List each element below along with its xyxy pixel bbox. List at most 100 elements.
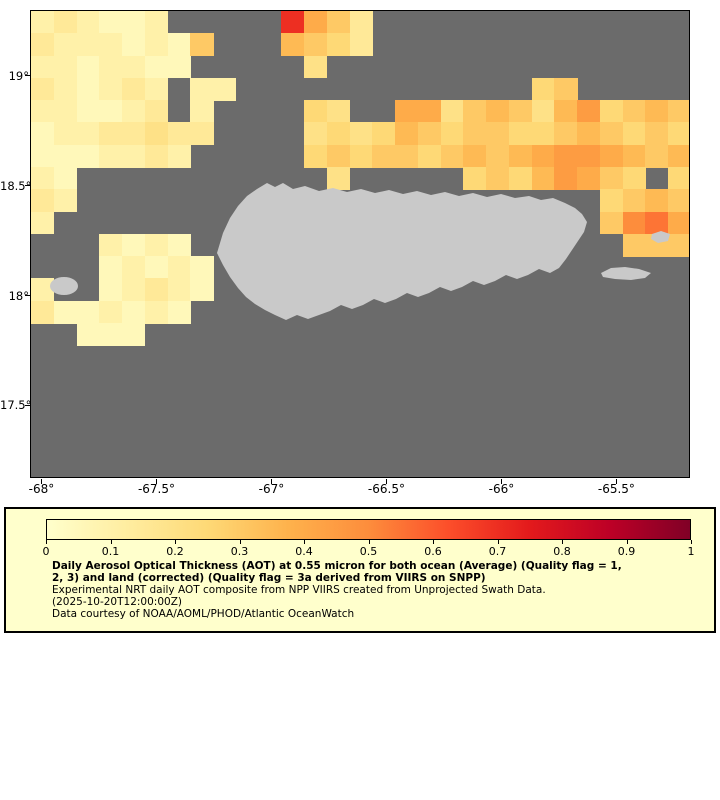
aot-grid-cell — [349, 144, 373, 168]
aot-grid-cell — [463, 144, 487, 168]
aot-grid-cell — [326, 144, 351, 168]
aot-grid-cell — [122, 122, 146, 146]
colorbar-tick-label: 0.9 — [617, 545, 636, 558]
colorbar-tick — [433, 540, 434, 544]
y-axis-tick-label: 18° — [8, 288, 29, 303]
aot-grid-cell — [76, 323, 100, 346]
y-axis-tick-label: 18.5° — [0, 178, 32, 193]
aot-grid-cell — [31, 55, 55, 79]
aot-grid-cell — [99, 233, 123, 257]
aot-grid-cell — [53, 100, 78, 124]
aot-grid-cell — [395, 122, 419, 146]
colorbar-tick-label: 0.5 — [359, 545, 378, 558]
aot-grid-cell — [622, 144, 647, 168]
aot-grid-cell — [304, 100, 328, 124]
aot-grid-cell — [99, 55, 123, 79]
x-axis-tick — [155, 479, 157, 484]
aot-grid-cell — [190, 33, 214, 57]
aot-grid-cell — [99, 144, 123, 168]
aot-grid-cell — [486, 167, 510, 190]
aot-grid-cell — [144, 278, 169, 302]
aot-grid-cell — [668, 211, 689, 235]
aot-grid-cell — [599, 211, 624, 235]
aot-grid-cell — [531, 77, 556, 101]
aot-grid-cell — [167, 300, 191, 324]
colorbar-tick-label: 0.8 — [553, 545, 571, 558]
colorbar-tick — [110, 540, 112, 544]
aot-grid-cell — [508, 122, 533, 146]
aot-grid-cell — [53, 189, 78, 213]
aot-grid-cell — [53, 300, 78, 324]
colorbar-tick — [239, 540, 241, 544]
aot-cell-layer — [31, 11, 689, 477]
aot-grid-cell — [122, 100, 146, 124]
aot-grid-cell — [304, 55, 328, 79]
legend-panel: 0 0.1 0.2 0.3 0.4 0.5 0.6 0.7 0.8 0.9 1 Daily Aero… — [4, 507, 716, 633]
aot-grid-cell — [190, 100, 214, 124]
aot-grid-cell — [144, 122, 169, 146]
aot-grid-cell — [349, 11, 373, 34]
legend-credit: Data courtesy of NOAA/AOML/PHOD/Atlantic… — [52, 608, 355, 620]
aot-grid-cell — [144, 11, 169, 34]
colorbar-tick-label: 0.3 — [230, 545, 249, 558]
aot-grid-cell — [122, 323, 146, 346]
aot-grid-cell — [645, 144, 669, 168]
aot-grid-cell — [417, 100, 442, 124]
colorbar-tick-label: 0.1 — [101, 545, 120, 558]
aot-grid-cell — [31, 33, 55, 57]
aot-grid-cell — [463, 122, 487, 146]
x-axis-tick-label: -68° — [28, 482, 55, 496]
aot-grid-cell — [53, 55, 78, 79]
aot-grid-cell — [76, 144, 100, 168]
aot-grid-cell — [53, 122, 78, 146]
aot-grid-cell — [599, 122, 624, 146]
aot-grid-cell — [190, 122, 214, 146]
legend-title-line1: Daily Aerosol Optical Thickness (AOT) at… — [52, 560, 622, 572]
aot-grid-cell — [53, 33, 78, 57]
colorbar-tick — [497, 540, 499, 544]
colorbar-tick-label: 0 — [42, 545, 50, 558]
aot-grid-cell — [440, 122, 464, 146]
colorbar-tick-label: 1 — [687, 545, 695, 558]
aot-grid-cell — [440, 144, 464, 168]
aot-grid-cell — [31, 300, 55, 324]
colorbar-tick — [175, 540, 176, 544]
aot-grid-cell — [122, 11, 146, 34]
aot-grid-cell — [122, 256, 146, 280]
aot-grid-cell — [463, 167, 487, 190]
aot-grid-cell — [99, 33, 123, 57]
aot-grid-cell — [372, 122, 396, 146]
aot-grid-cell — [326, 122, 351, 146]
aot-grid-cell — [167, 233, 191, 257]
aot-grid-cell — [577, 122, 601, 146]
aot-grid-cell — [144, 256, 169, 280]
aot-grid-cell — [31, 122, 55, 146]
aot-grid-cell — [395, 100, 419, 124]
aot-grid-cell — [99, 256, 123, 280]
aot-grid-cell — [122, 77, 146, 101]
aot-grid-cell — [668, 167, 689, 190]
colorbar-gradient — [46, 519, 691, 540]
aot-grid-cell — [167, 144, 191, 168]
aot-grid-cell — [599, 144, 624, 168]
colorbar-tick-label: 0.7 — [488, 545, 507, 558]
x-axis-tick-label: -66° — [488, 482, 515, 496]
aot-grid-cell — [304, 11, 328, 34]
aot-grid-cell — [99, 122, 123, 146]
aot-grid-cell — [440, 100, 464, 124]
aot-grid-cell — [599, 100, 624, 124]
aot-grid-cell — [167, 256, 191, 280]
aot-grid-cell — [144, 77, 169, 101]
aot-grid-cell — [53, 167, 78, 190]
aot-grid-cell — [53, 144, 78, 168]
aot-grid-cell — [668, 189, 689, 213]
aot-grid-cell — [99, 300, 123, 324]
x-axis-tick — [270, 479, 272, 484]
aot-grid-cell — [31, 167, 55, 190]
aot-grid-cell — [144, 144, 169, 168]
aot-grid-cell — [190, 77, 214, 101]
aot-grid-cell — [31, 77, 55, 101]
aot-grid-cell — [122, 278, 146, 302]
aot-grid-cell — [167, 278, 191, 302]
